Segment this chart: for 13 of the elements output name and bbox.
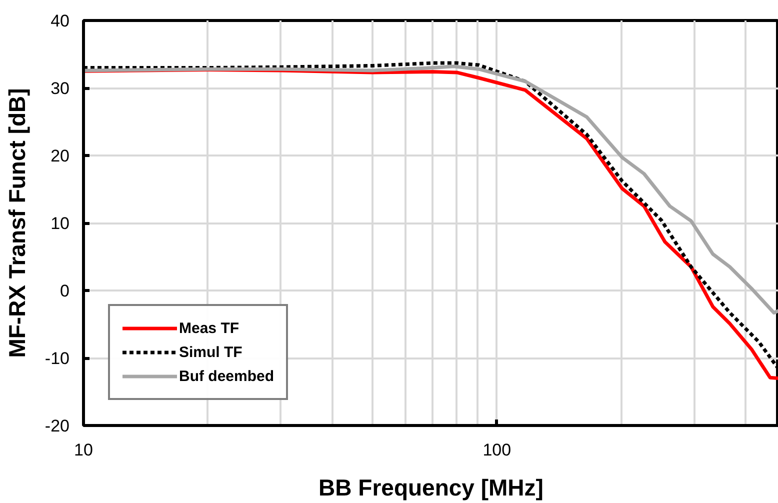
- y-tick-label: -10: [44, 349, 70, 368]
- y-axis-title: MF-RX Transf Funct [dB]: [4, 88, 30, 358]
- x-axis-title: BB Frequency [MHz]: [318, 474, 544, 500]
- legend-label: Simul TF: [179, 344, 242, 360]
- y-tick-label: 40: [50, 12, 70, 30]
- y-tick-label: -20: [44, 416, 70, 436]
- y-tick-label: 20: [50, 146, 70, 166]
- legend-label: Buf deembed: [179, 368, 274, 384]
- x-tick-label: 100: [482, 440, 512, 460]
- y-tick-label: 30: [50, 79, 70, 98]
- y-tick-label: 0: [60, 282, 70, 300]
- legend-label: Meas TF: [179, 320, 240, 336]
- y-tick-label: 10: [50, 214, 70, 233]
